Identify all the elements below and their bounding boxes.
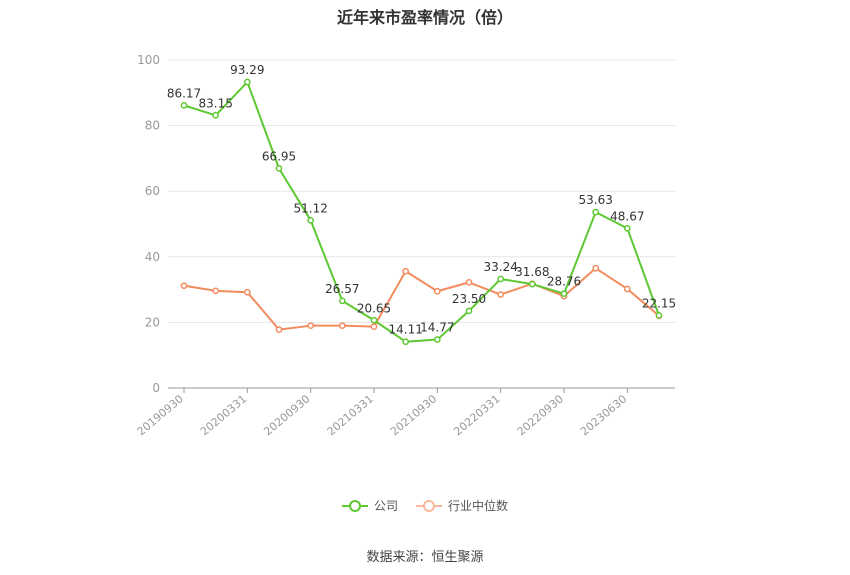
legend: 公司 行业中位数 xyxy=(0,497,850,514)
data-label: 23.50 xyxy=(452,292,486,306)
series-line-company xyxy=(183,81,660,343)
y-tick-label: 80 xyxy=(145,119,160,133)
source-note: 数据来源：恒生聚源 xyxy=(366,550,484,565)
data-label: 86.17 xyxy=(167,86,201,100)
legend-item-industry-median[interactable]: 行业中位数 xyxy=(416,497,508,514)
x-tick-label: 20210930 xyxy=(388,392,439,438)
data-label: 26.57 xyxy=(325,282,359,296)
data-point xyxy=(275,165,283,172)
data-point xyxy=(243,288,251,296)
data-point xyxy=(465,279,473,286)
data-label: 33.24 xyxy=(483,260,517,274)
data-point xyxy=(307,216,315,224)
data-label: 14.11 xyxy=(388,323,422,337)
x-tick-label: 20220930 xyxy=(515,392,566,438)
data-label: 48.67 xyxy=(610,209,644,223)
legend-company-label: 公司 xyxy=(373,499,398,513)
x-tick-label: 20200331 xyxy=(198,392,249,438)
data-label: 20.65 xyxy=(357,301,391,315)
series-line-industry-median xyxy=(183,267,660,331)
data-point xyxy=(592,208,600,216)
y-tick-label: 40 xyxy=(145,250,160,264)
x-tick-label: 20220331 xyxy=(451,392,502,438)
data-point xyxy=(275,326,283,333)
legend-industry-label: 行业中位数 xyxy=(448,499,509,513)
legend-industry-icon xyxy=(416,499,442,513)
data-label: 53.63 xyxy=(578,193,612,207)
data-point xyxy=(402,338,410,346)
data-point xyxy=(497,275,505,283)
data-point xyxy=(433,287,441,295)
data-label: 14.77 xyxy=(420,321,454,335)
data-point xyxy=(623,225,631,232)
data-point xyxy=(338,322,346,330)
x-tick-label: 20200930 xyxy=(261,392,312,438)
data-point xyxy=(180,102,188,109)
legend-item-company[interactable]: 公司 xyxy=(341,497,398,514)
data-point xyxy=(370,323,378,331)
data-point xyxy=(338,297,346,305)
data-label: 66.95 xyxy=(262,149,296,163)
data-label: 83.15 xyxy=(198,96,232,110)
y-tick-label: 0 xyxy=(152,381,160,395)
data-point xyxy=(212,287,220,295)
data-label: 28.76 xyxy=(547,275,581,289)
data-label: 31.68 xyxy=(515,265,549,279)
x-tick-label: 20230630 xyxy=(578,392,629,438)
data-point xyxy=(528,280,536,288)
data-point xyxy=(465,307,473,315)
y-tick-label: 60 xyxy=(145,184,160,198)
data-point xyxy=(497,291,505,298)
data-point xyxy=(243,78,251,86)
y-tick-label: 20 xyxy=(145,315,160,329)
data-point xyxy=(623,285,631,293)
x-tick-label: 20190930 xyxy=(135,392,186,438)
data-point xyxy=(592,264,600,272)
data-point xyxy=(433,336,441,343)
data-point xyxy=(307,322,315,330)
data-point xyxy=(560,290,568,298)
data-point xyxy=(212,111,220,119)
chart-title: 近年来市盈率情况（倍） xyxy=(336,8,513,27)
legend-company-icon xyxy=(341,499,368,513)
data-label: 93.29 xyxy=(230,63,264,77)
data-point xyxy=(370,316,378,324)
data-point xyxy=(180,282,188,290)
data-point xyxy=(655,311,663,319)
data-label: 51.12 xyxy=(293,201,327,215)
data-label: 22.15 xyxy=(642,296,676,310)
data-point xyxy=(402,267,410,275)
y-tick-label: 100 xyxy=(137,53,160,67)
x-tick-label: 20210331 xyxy=(325,392,376,438)
